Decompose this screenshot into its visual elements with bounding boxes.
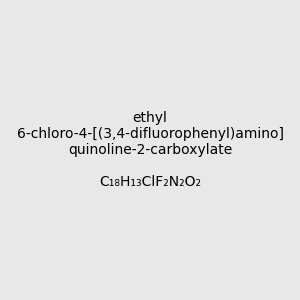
Text: ethyl 6-chloro-4-[(3,4-difluorophenyl)amino]
quinoline-2-carboxylate

C₁₈H₁₃ClF₂: ethyl 6-chloro-4-[(3,4-difluorophenyl)am… bbox=[16, 111, 283, 189]
